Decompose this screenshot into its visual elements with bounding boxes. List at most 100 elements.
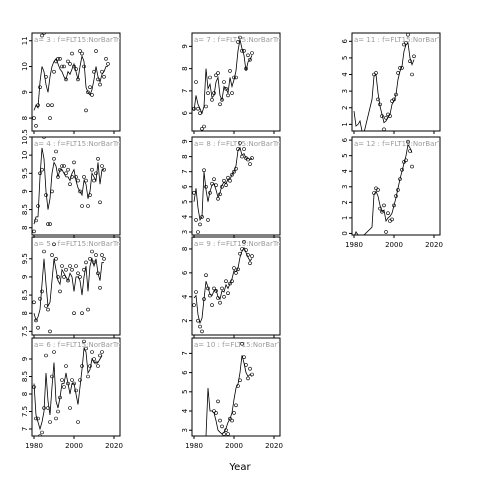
- data-point: [54, 149, 58, 154]
- data-point: [396, 188, 400, 192]
- data-point: [40, 167, 44, 172]
- data-point: [248, 366, 252, 371]
- data-point: [226, 291, 230, 296]
- data-point: [374, 71, 378, 75]
- data-point: [218, 418, 222, 423]
- data-point: [232, 75, 236, 80]
- y-tick-label: 2: [341, 106, 349, 110]
- data-point: [210, 303, 214, 307]
- y-tick-label: 6: [181, 110, 189, 115]
- data-point: [38, 296, 42, 301]
- x-tick-label: 1980: [25, 442, 43, 450]
- panel-1: 8 9 10 11 a= 3 : f=FLT15:NorBarTrS: [21, 32, 124, 134]
- data-point: [242, 147, 246, 151]
- y-tick-label: 6: [341, 137, 349, 142]
- panel-frame: [31, 236, 121, 336]
- data-point: [410, 164, 414, 169]
- panel-title: a= 8 : f=FLT15:NorBarTrS: [194, 140, 284, 148]
- data-point: [48, 329, 52, 334]
- x-axis-title: Year: [228, 462, 251, 473]
- fitted-line: [354, 143, 413, 235]
- data-point: [34, 218, 38, 223]
- data-point: [238, 141, 242, 145]
- data-point: [42, 137, 46, 139]
- data-point: [66, 381, 70, 386]
- y-tick-label: 4: [181, 294, 189, 299]
- data-point: [70, 51, 74, 56]
- data-point: [50, 374, 54, 379]
- data-point: [82, 175, 86, 179]
- panel-title: a= 3 : f=FLT15:NorBarTrS: [34, 36, 124, 44]
- data-point: [40, 289, 44, 294]
- data-point: [66, 278, 70, 283]
- data-point: [102, 75, 106, 79]
- data-point: [238, 35, 242, 40]
- data-point: [234, 403, 238, 408]
- data-point: [392, 97, 396, 102]
- data-point: [212, 177, 216, 181]
- data-point: [232, 266, 236, 270]
- panel-3: 7.5 8 8.5 9 9.5 a= 5 : f=FLT15:NorBarTrS: [21, 236, 121, 338]
- data-point: [40, 430, 44, 435]
- data-point: [216, 399, 220, 404]
- data-point: [244, 248, 248, 252]
- data-point: [100, 350, 104, 354]
- data-point: [220, 185, 224, 189]
- data-point: [98, 285, 102, 290]
- y-tick-label: 7.5: [21, 326, 29, 337]
- data-point: [206, 286, 210, 291]
- data-point: [196, 230, 200, 234]
- data-point: [218, 300, 222, 305]
- panel-title: a= 10 : f=FLT15:NorBarTrS: [194, 341, 288, 349]
- data-point: [90, 350, 94, 354]
- data-point: [236, 267, 240, 272]
- data-point: [76, 271, 80, 276]
- y-tick-label: 4: [181, 408, 189, 413]
- data-point: [64, 77, 68, 82]
- panel-frame: [351, 32, 441, 132]
- data-point: [76, 77, 80, 82]
- data-point: [234, 75, 238, 80]
- y-tick-label: 8: [181, 154, 189, 158]
- panel-frame: [191, 337, 281, 437]
- data-point: [230, 279, 234, 284]
- data-point: [192, 191, 196, 195]
- data-point: [62, 275, 66, 279]
- panel-title: a= 7 : f=FLT15:NorBarTrS: [194, 36, 284, 44]
- x-tick-label: 2020: [425, 241, 443, 249]
- data-point: [48, 420, 52, 424]
- data-point: [66, 59, 70, 64]
- y-tick-label: 1: [341, 216, 349, 220]
- data-point: [36, 204, 40, 208]
- data-point: [216, 197, 220, 201]
- data-point: [42, 33, 46, 35]
- y-tick-label: 7: [21, 427, 29, 431]
- panel-9: 1 2 3 4 5 6 a= 11 : f=FLT15:NorBarTrS: [341, 32, 441, 134]
- y-tick-label: 8: [21, 392, 29, 396]
- data-point: [60, 164, 64, 168]
- data-point: [228, 178, 232, 183]
- data-point: [210, 181, 214, 186]
- y-tick-label: 9: [21, 357, 29, 361]
- panel-5: 6 7 8 9 a= 7 : f=FLT15:NorBarTrS: [181, 32, 284, 134]
- data-point: [84, 108, 88, 113]
- data-point: [240, 154, 244, 159]
- panel-frame: [191, 136, 281, 236]
- data-point: [194, 290, 198, 294]
- data-point: [50, 253, 54, 257]
- data-point: [62, 385, 66, 389]
- data-point: [80, 364, 84, 368]
- panel-7: 2 4 6 8 a= 9 : f=FLT15:NorBarTrS: [181, 236, 281, 338]
- data-point: [230, 418, 234, 423]
- data-point: [48, 116, 52, 120]
- data-point: [46, 103, 50, 107]
- data-point: [58, 395, 62, 400]
- data-point: [44, 304, 48, 308]
- data-point: [200, 329, 204, 334]
- data-point: [404, 158, 408, 163]
- data-point: [68, 264, 72, 268]
- data-point: [216, 71, 220, 75]
- data-point: [52, 157, 56, 161]
- data-point: [70, 267, 74, 272]
- data-point: [106, 62, 110, 66]
